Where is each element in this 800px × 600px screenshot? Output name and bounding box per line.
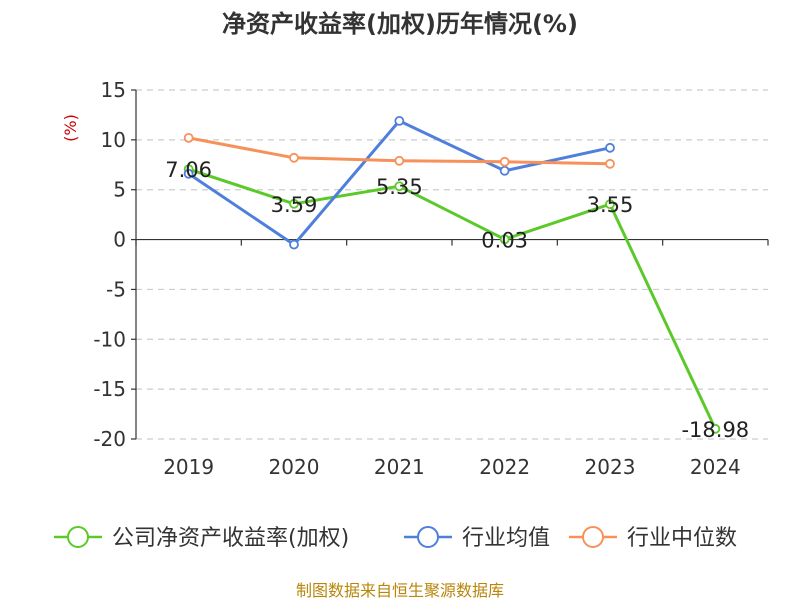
x-tick-label: 2022: [479, 455, 530, 479]
data-label: 5.35: [376, 175, 423, 199]
data-label: 3.55: [587, 193, 634, 217]
legend-entry: 公司净资产收益率(加权): [112, 526, 349, 551]
data-point: [289, 152, 299, 163]
y-tick-label: -15: [93, 377, 126, 401]
legend: 公司净资产收益率(加权) 行业均值 行业中位数: [54, 526, 737, 551]
data-point: [183, 168, 194, 179]
y-tick-label: 5: [113, 178, 126, 202]
y-tick-label: 10: [101, 128, 126, 152]
data-point: [499, 156, 510, 167]
grid-lines: [136, 89, 768, 440]
data-point: [605, 199, 615, 210]
data-source-note: 制图数据来自恒生聚源数据库: [296, 581, 504, 600]
series-line-0: [188, 167, 717, 430]
data-point: [499, 165, 510, 176]
data-point: [605, 158, 615, 169]
data-point: [499, 234, 510, 245]
data-label: 3.59: [271, 193, 318, 217]
y-axis-label: (%): [61, 114, 80, 142]
data-point: [183, 132, 194, 143]
legend-marker-circle: [582, 526, 604, 548]
x-tick-label: 2019: [163, 455, 214, 479]
data-point: [710, 423, 721, 434]
data-point: [289, 239, 299, 250]
axes: 15 10 5 0 -5 -10 -15 -20 2019 2020 2021 2022 2023 202…: [93, 78, 769, 479]
y-tick-label: -10: [93, 327, 126, 351]
legend-marker-circle: [67, 526, 89, 548]
data-point: [605, 142, 615, 153]
legend-entry: 行业均值: [462, 526, 550, 551]
data-labels: 7.06 3.59 5.35 0.03 3.55 -18.98: [165, 158, 749, 442]
series-lines: [183, 116, 721, 434]
data-label: -18.98: [681, 418, 749, 442]
data-point: [289, 198, 299, 209]
data-label: 0.03: [481, 228, 528, 252]
y-tick-label: -20: [93, 427, 126, 451]
data-point: [394, 116, 405, 126]
data-point: [394, 155, 405, 166]
x-tick-label: 2021: [374, 455, 425, 479]
y-tick-label: 15: [101, 78, 126, 102]
y-tick-label: 0: [113, 228, 126, 252]
x-tick-label: 2023: [585, 455, 636, 479]
x-tick-label: 2024: [690, 455, 741, 479]
legend-marker-circle: [417, 526, 439, 548]
chart-title: 净资产收益率(加权)历年情况(%): [222, 10, 578, 38]
data-label: 7.06: [165, 158, 212, 182]
data-point: [394, 181, 405, 192]
legend-entry: 行业中位数: [627, 526, 737, 551]
x-tick-label: 2020: [269, 455, 320, 479]
y-tick-label: -5: [106, 277, 126, 301]
